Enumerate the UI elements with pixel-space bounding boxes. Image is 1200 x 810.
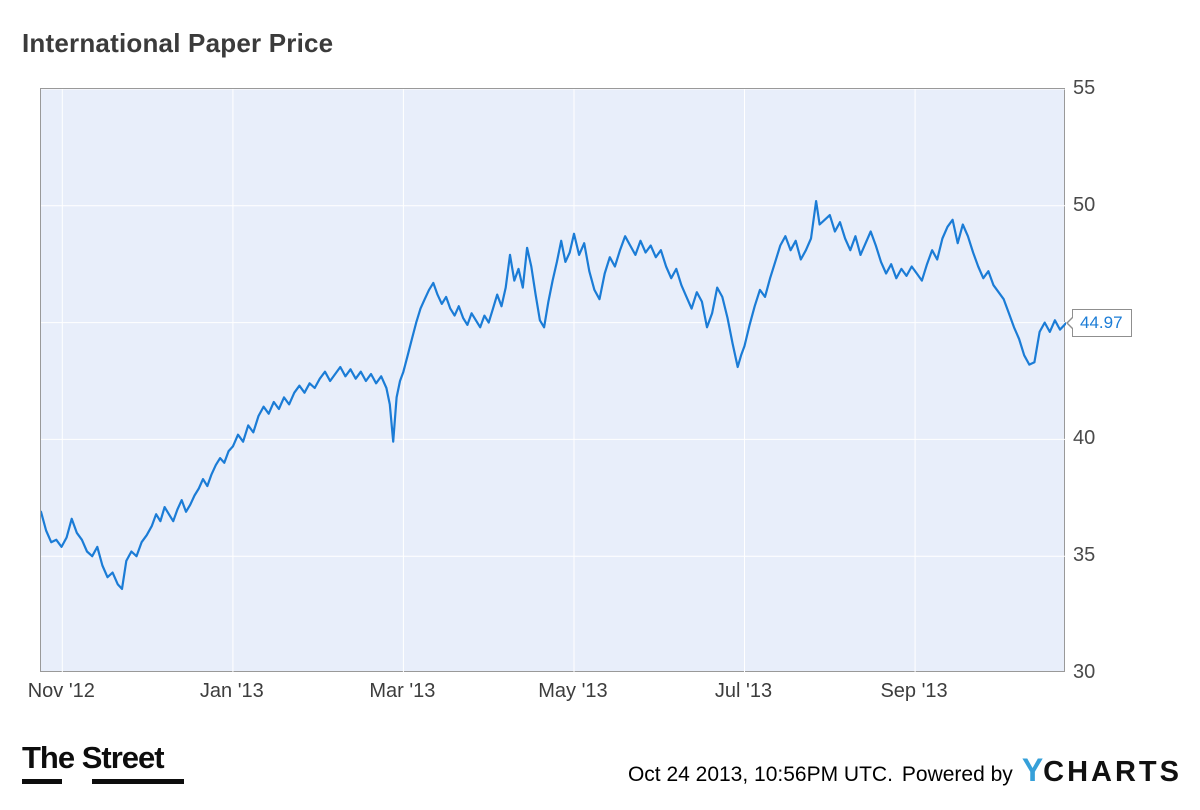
y-axis-tick-label: 30 [1073,661,1096,683]
powered-by-text: Powered by [901,763,1013,786]
last-price-callout: 44.97 [1066,309,1132,338]
y-axis-tick-label: 35 [1073,544,1096,567]
x-axis-tick-label: Jan '13 [199,680,264,702]
x-axis-tick-label: May '13 [538,680,608,702]
y-axis-tick-label: 55 [1073,77,1096,99]
thestreet-logo-text: The Street [22,740,165,775]
y-axis-tick-label: 50 [1073,193,1096,216]
thestreet-logo: The Street [22,740,184,784]
chart-title: International Paper Price [22,28,334,58]
ycharts-logo-charts: CHARTS [1043,756,1182,788]
x-axis-tick-label: Jul '13 [714,680,773,702]
logo-underline-bar [22,779,62,784]
thestreet-logo-underline [22,779,184,784]
x-axis-tick-label: Sep '13 [880,680,948,702]
footer-attribution: Oct 24 2013, 10:56PM UTC. Powered by Y C… [628,752,1182,789]
y-axis-tick-label: 40 [1073,427,1096,450]
x-axis-tick-label: Mar '13 [369,680,436,702]
price-line-chart [41,89,1066,673]
price-chart-plot-area [40,88,1066,673]
ycharts-logo: Y CHARTS [1022,752,1182,789]
x-axis-tick-label: Nov '12 [27,680,95,702]
ycharts-logo-y: Y [1021,752,1044,788]
timestamp: Oct 24 2013, 10:56PM UTC. [627,763,893,786]
logo-underline-bar [92,779,184,784]
